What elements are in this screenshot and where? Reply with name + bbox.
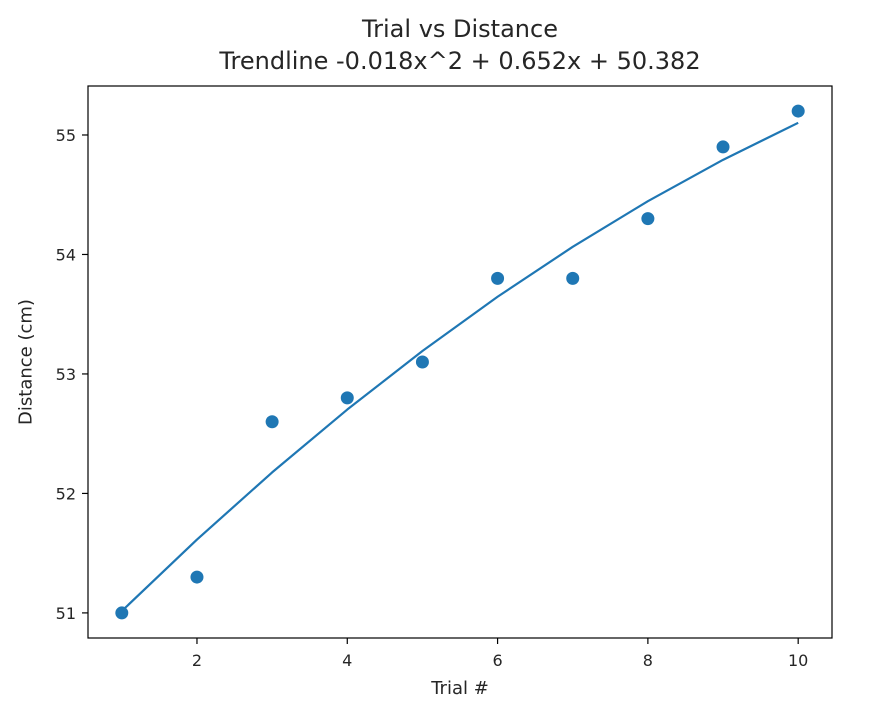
scatter-point bbox=[716, 140, 730, 154]
chart-subtitle: Trendline -0.018x^2 + 0.652x + 50.382 bbox=[219, 47, 701, 75]
y-tick-label: 51 bbox=[56, 604, 76, 623]
y-tick-label: 52 bbox=[56, 484, 76, 503]
plot-frame bbox=[87, 85, 833, 639]
x-tick-label: 8 bbox=[643, 651, 653, 670]
y-tick-label: 55 bbox=[56, 126, 76, 145]
scatter-point bbox=[115, 606, 129, 620]
scatter-point bbox=[566, 271, 580, 285]
x-tick-label: 2 bbox=[192, 651, 202, 670]
x-tick-label: 4 bbox=[342, 651, 352, 670]
scatter-point bbox=[641, 212, 655, 226]
x-tick-label: 10 bbox=[788, 651, 808, 670]
trendline bbox=[121, 121, 799, 612]
y-tick-label: 54 bbox=[56, 245, 76, 264]
x-axis-label: Trial # bbox=[431, 678, 489, 699]
scatter-point bbox=[265, 415, 279, 429]
y-axis-label: Distance (cm) bbox=[15, 299, 37, 425]
scatter-point bbox=[190, 570, 204, 584]
scatter-point bbox=[791, 104, 805, 118]
x-tick-label: 6 bbox=[492, 651, 502, 670]
y-tick-label: 53 bbox=[56, 365, 76, 384]
scatter-point bbox=[415, 355, 429, 369]
scatter-point bbox=[340, 391, 354, 405]
chart-title: Trial vs Distance bbox=[362, 15, 558, 43]
scatter-point bbox=[491, 271, 505, 285]
